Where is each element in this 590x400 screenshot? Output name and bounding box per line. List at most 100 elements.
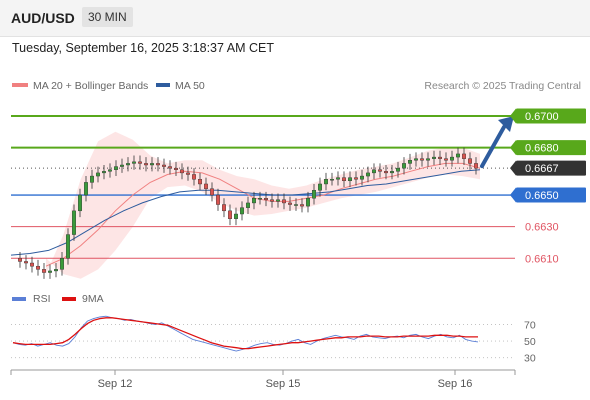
candle-body [89, 175, 94, 183]
resistance-level-label-pointer [510, 140, 516, 156]
candle-body [125, 163, 130, 166]
candle-body [48, 270, 53, 273]
x-tick-label: Sep 12 [98, 378, 133, 390]
candle-body [258, 197, 263, 200]
candle-body [300, 204, 305, 207]
forecast-arrow-head [498, 115, 514, 132]
rsi-tick-label: 30 [524, 353, 536, 365]
candle-body [378, 169, 383, 172]
support-level-label: 0.6630 [525, 222, 559, 234]
candle-body [54, 269, 59, 272]
candle-body [366, 172, 371, 177]
candle-body [233, 213, 238, 219]
candle-body [396, 167, 401, 172]
legend-9ma-swatch [62, 297, 76, 301]
rsi-line [12, 315, 479, 352]
candle-body [83, 182, 88, 196]
candle-body [185, 172, 190, 175]
legend-9ma-label: 9MA [82, 293, 104, 305]
candle-body [161, 164, 166, 167]
candle-body [330, 179, 335, 181]
candle-body [432, 156, 437, 159]
ma50-line [10, 169, 481, 256]
candle-body [77, 194, 82, 212]
resistance-level-label-pointer [510, 108, 516, 124]
current-level-label: 0.6667 [525, 163, 559, 175]
candle-body [336, 177, 341, 180]
pivot-level-label-box [516, 187, 586, 203]
candle-body [95, 172, 100, 177]
legend-ma20-label: MA 20 + Bollinger Bands [33, 80, 148, 92]
timeframe-badge[interactable]: 30 MIN [82, 7, 133, 27]
candle-body [65, 234, 70, 259]
candle-body [143, 163, 148, 166]
chart-timestamp: Tuesday, September 16, 2025 3:18:37 AM C… [12, 41, 274, 55]
currency-pair-title: AUD/USD [11, 10, 75, 26]
candle-body [468, 158, 473, 164]
pivot-level-label-pointer [510, 187, 516, 203]
x-tick-label: Sep 15 [266, 378, 301, 390]
candle-body [24, 261, 29, 264]
candle-body [173, 167, 178, 170]
candle-body [107, 169, 112, 172]
candle-body [474, 163, 479, 169]
candle-body [215, 194, 220, 205]
candle-body [426, 158, 431, 161]
candle-body [119, 164, 124, 167]
candle-body [155, 163, 160, 166]
candle-body [438, 156, 443, 159]
bollinger-band-area [46, 131, 480, 279]
candle-body [384, 171, 389, 174]
legend-rsi-swatch [12, 297, 26, 301]
support-level-label: 0.6610 [525, 253, 559, 265]
resistance-level-label-box [516, 140, 586, 156]
candle-body [462, 153, 467, 159]
price-levels [11, 114, 515, 259]
candle-body [60, 258, 65, 270]
candle-body [245, 202, 250, 208]
candle-body [402, 163, 407, 169]
candle-body [288, 202, 293, 205]
rsi-panel: 70 50 30 [11, 315, 536, 365]
candle-body [203, 183, 208, 189]
level-labels: 0.6700 0.6680 0.6667 0.6650 0.6630 0.6610 [510, 108, 586, 265]
rsi-9ma-line [12, 317, 478, 350]
candle-body [450, 156, 455, 161]
candle-body [306, 197, 311, 207]
candle-body [420, 158, 425, 161]
candle-body [30, 262, 35, 267]
rsi-tick-label: 70 [524, 319, 536, 331]
rsi-tick-label: 50 [524, 336, 536, 348]
candle-body [137, 161, 142, 164]
candle-body [179, 169, 184, 174]
candle-body [282, 199, 287, 204]
candle-body [372, 169, 377, 174]
moving-averages [10, 162, 481, 267]
candle-body [251, 197, 256, 204]
candle-body [149, 163, 154, 166]
candle-body [456, 153, 461, 158]
candle-body [318, 183, 323, 191]
forecast-arrow [480, 115, 514, 169]
candle-body [239, 207, 244, 215]
ma20-line [45, 162, 481, 267]
candle-body [414, 158, 419, 161]
x-axis: Sep 12 Sep 15 Sep 16 [10, 369, 516, 390]
candle-body [408, 160, 413, 164]
legend-ma50-label: MA 50 [175, 80, 205, 92]
candle-body [131, 161, 136, 164]
candle-body [360, 175, 365, 180]
candle-body [209, 188, 214, 196]
bollinger-bands [46, 131, 480, 279]
candle-body [113, 166, 118, 170]
candle-body [264, 197, 269, 200]
current-level-label-box [516, 160, 586, 176]
candle-body [101, 171, 106, 174]
main-legend: MA 20 + Bollinger Bands MA 50 Research ©… [12, 80, 581, 92]
chart-header: AUD/USD 30 MIN [0, 0, 590, 37]
candle-body [312, 190, 317, 199]
candle-body [294, 204, 299, 206]
resistance-level-label-box [516, 108, 586, 124]
candle-body [221, 204, 226, 212]
candle-body [324, 179, 329, 185]
